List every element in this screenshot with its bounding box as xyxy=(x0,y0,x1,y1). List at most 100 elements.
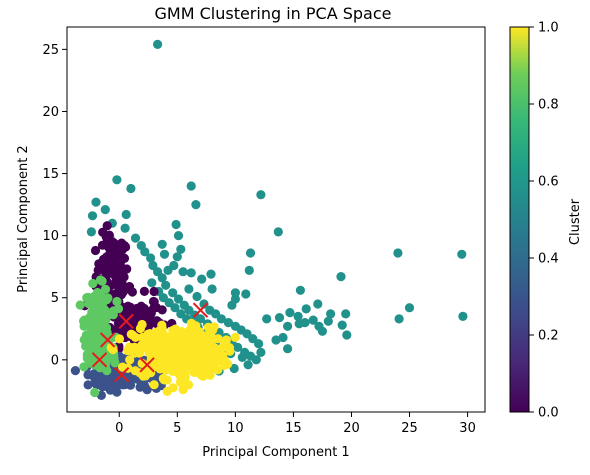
data-point xyxy=(118,287,128,297)
data-point xyxy=(110,249,121,260)
y-axis-label: Principal Component 2 xyxy=(16,145,31,292)
data-point xyxy=(227,300,237,310)
data-point xyxy=(135,382,145,392)
data-point xyxy=(114,334,125,344)
colorbar-tick-label: 0.2 xyxy=(538,329,559,344)
data-point xyxy=(153,39,163,50)
x-axis-label: Principal Component 1 xyxy=(202,445,349,460)
data-point xyxy=(177,327,188,338)
data-point xyxy=(176,309,186,319)
data-point xyxy=(274,313,285,323)
data-point xyxy=(108,310,118,320)
data-point xyxy=(93,265,103,275)
data-point xyxy=(120,223,130,233)
y-tick-label: 0 xyxy=(51,353,59,368)
data-point xyxy=(102,221,112,231)
data-point xyxy=(220,360,230,370)
data-point xyxy=(130,366,140,376)
data-point xyxy=(86,227,96,237)
data-point xyxy=(96,346,106,357)
cluster-center-marker xyxy=(118,313,134,330)
data-point xyxy=(121,209,131,220)
data-point xyxy=(109,263,119,273)
data-point xyxy=(81,341,91,351)
data-point xyxy=(256,347,266,357)
data-point xyxy=(230,332,240,342)
data-point xyxy=(313,299,323,309)
data-point xyxy=(88,278,98,289)
data-point xyxy=(207,284,217,294)
data-point xyxy=(189,367,199,377)
data-point xyxy=(262,314,272,324)
data-point xyxy=(393,248,403,258)
data-point xyxy=(87,211,98,221)
data-point xyxy=(143,306,153,317)
data-point xyxy=(90,387,100,398)
data-point xyxy=(278,332,288,343)
data-point xyxy=(100,205,110,215)
data-point xyxy=(192,291,202,302)
cluster-center-marker xyxy=(192,302,209,318)
data-point xyxy=(158,373,168,384)
x-tick-label: 10 xyxy=(227,421,244,436)
data-point xyxy=(245,248,256,258)
data-point xyxy=(168,325,178,336)
x-tick-label: 15 xyxy=(285,421,302,436)
data-point xyxy=(138,371,148,381)
data-point xyxy=(157,353,167,363)
data-point xyxy=(273,227,283,237)
data-point xyxy=(140,247,150,257)
data-point xyxy=(89,371,99,381)
data-point xyxy=(171,219,181,230)
data-point xyxy=(176,244,186,254)
colorbar-gradient xyxy=(509,26,530,413)
colorbar-tick-label: 0.0 xyxy=(538,406,559,421)
data-point xyxy=(163,265,173,275)
chart-title: GMM Clustering in PCA Space xyxy=(155,4,392,23)
data-point xyxy=(98,227,108,237)
data-point xyxy=(283,344,293,354)
data-point xyxy=(127,287,137,297)
data-point xyxy=(75,300,85,310)
data-point xyxy=(168,288,178,298)
data-points xyxy=(70,39,468,400)
cluster-center-marker xyxy=(113,367,130,383)
y-tick-label: 20 xyxy=(42,105,59,120)
data-point xyxy=(149,380,159,390)
data-point xyxy=(457,249,467,259)
data-point xyxy=(204,356,214,366)
data-point xyxy=(168,353,178,363)
data-point xyxy=(220,336,230,346)
data-point xyxy=(192,351,202,361)
data-point xyxy=(134,348,145,358)
data-point xyxy=(323,316,333,326)
x-tick-label: 5 xyxy=(173,421,181,436)
data-point xyxy=(156,361,166,371)
cluster-center-marker xyxy=(91,352,108,368)
colorbar-ticks: 0.0 0.2 0.4 0.6 0.8 1.0 xyxy=(529,21,559,421)
data-point xyxy=(162,386,172,396)
data-point xyxy=(341,309,351,319)
data-point xyxy=(237,352,247,362)
colorbar-tick-label: 0.6 xyxy=(538,175,559,190)
data-point xyxy=(112,296,122,307)
data-point xyxy=(155,338,165,348)
data-point xyxy=(229,363,239,374)
data-point xyxy=(83,380,93,390)
data-point xyxy=(173,294,184,304)
x-tick-label: 30 xyxy=(459,421,476,436)
data-point xyxy=(336,272,346,282)
data-point xyxy=(79,315,89,325)
data-point xyxy=(184,284,194,294)
cluster-centers xyxy=(91,302,209,383)
data-point xyxy=(213,365,223,375)
data-point xyxy=(97,276,107,286)
data-point xyxy=(173,360,183,370)
data-point xyxy=(337,320,347,330)
data-point xyxy=(191,200,201,210)
data-point xyxy=(151,302,161,313)
data-point xyxy=(178,385,188,395)
colorbar: 0.0 0.2 0.4 0.6 0.8 1.0 Cluster xyxy=(509,21,583,421)
data-point xyxy=(168,366,178,376)
